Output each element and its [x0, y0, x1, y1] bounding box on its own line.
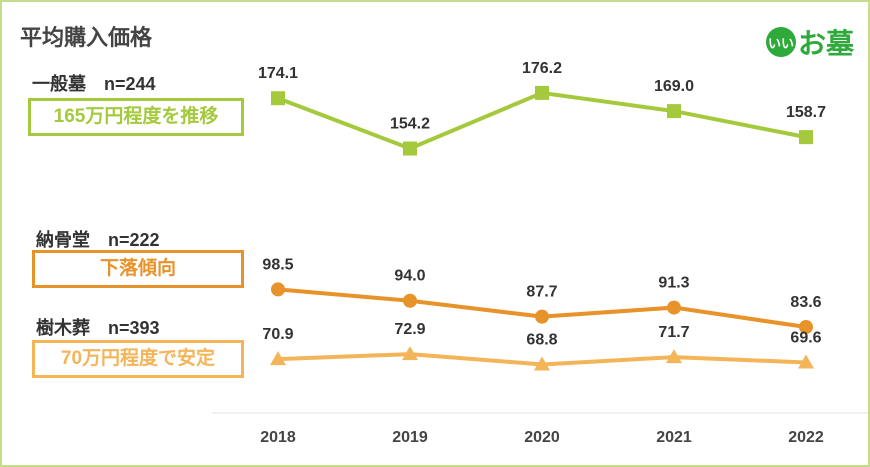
data-label: 70.9: [262, 326, 293, 343]
data-label: 98.5: [262, 256, 293, 273]
data-point: [535, 85, 549, 100]
data-label: 83.6: [790, 294, 821, 311]
data-label: 174.1: [258, 65, 298, 82]
data-point: [799, 320, 813, 335]
data-point: [799, 130, 813, 145]
x-tick-label: 2018: [260, 429, 296, 446]
group-note-jumokuso: 70万円程度で安定: [32, 340, 244, 378]
data-point: [535, 309, 549, 324]
data-label: 72.9: [394, 321, 425, 338]
data-label: 71.7: [658, 324, 689, 341]
data-point: [534, 356, 550, 371]
chart-title: 平均購入価格: [20, 25, 153, 50]
data-label: 169.0: [654, 78, 694, 95]
data-label: 158.7: [786, 104, 826, 121]
logo-circle: いい: [765, 27, 796, 57]
x-tick-label: 2021: [656, 429, 692, 446]
group-note-ippanbo: 165万円程度を推移: [28, 98, 244, 136]
data-point: [270, 351, 286, 366]
data-label: 69.6: [790, 329, 821, 346]
data-label: 87.7: [526, 284, 557, 301]
data-point: [403, 141, 417, 156]
data-point: [666, 349, 682, 364]
data-label: 94.0: [394, 268, 425, 285]
logo: いい お墓: [765, 22, 854, 62]
logo-text: お墓: [797, 28, 854, 59]
group-label-noukotsudo: 納骨堂 n=222: [36, 230, 160, 250]
x-tick-label: 2022: [788, 429, 824, 446]
data-label: 91.3: [658, 275, 689, 292]
x-tick-label: 2019: [392, 429, 428, 446]
data-point: [403, 293, 417, 308]
group-label-jumokuso: 樹木葬 n=393: [36, 318, 160, 338]
group-label-ippanbo: 一般墓 n=244: [32, 74, 156, 94]
data-point: [667, 104, 681, 119]
data-label: 176.2: [522, 60, 562, 77]
series-line: [277, 90, 807, 151]
data-point: [667, 300, 681, 315]
data-point: [271, 91, 285, 106]
data-label: 154.2: [390, 116, 430, 133]
group-note-noukotsudo: 下落傾向: [32, 250, 244, 288]
data-point: [798, 354, 814, 369]
data-label: 68.8: [526, 331, 557, 348]
x-tick-label: 2020: [524, 429, 560, 446]
data-point: [271, 282, 285, 297]
data-point: [402, 346, 418, 361]
